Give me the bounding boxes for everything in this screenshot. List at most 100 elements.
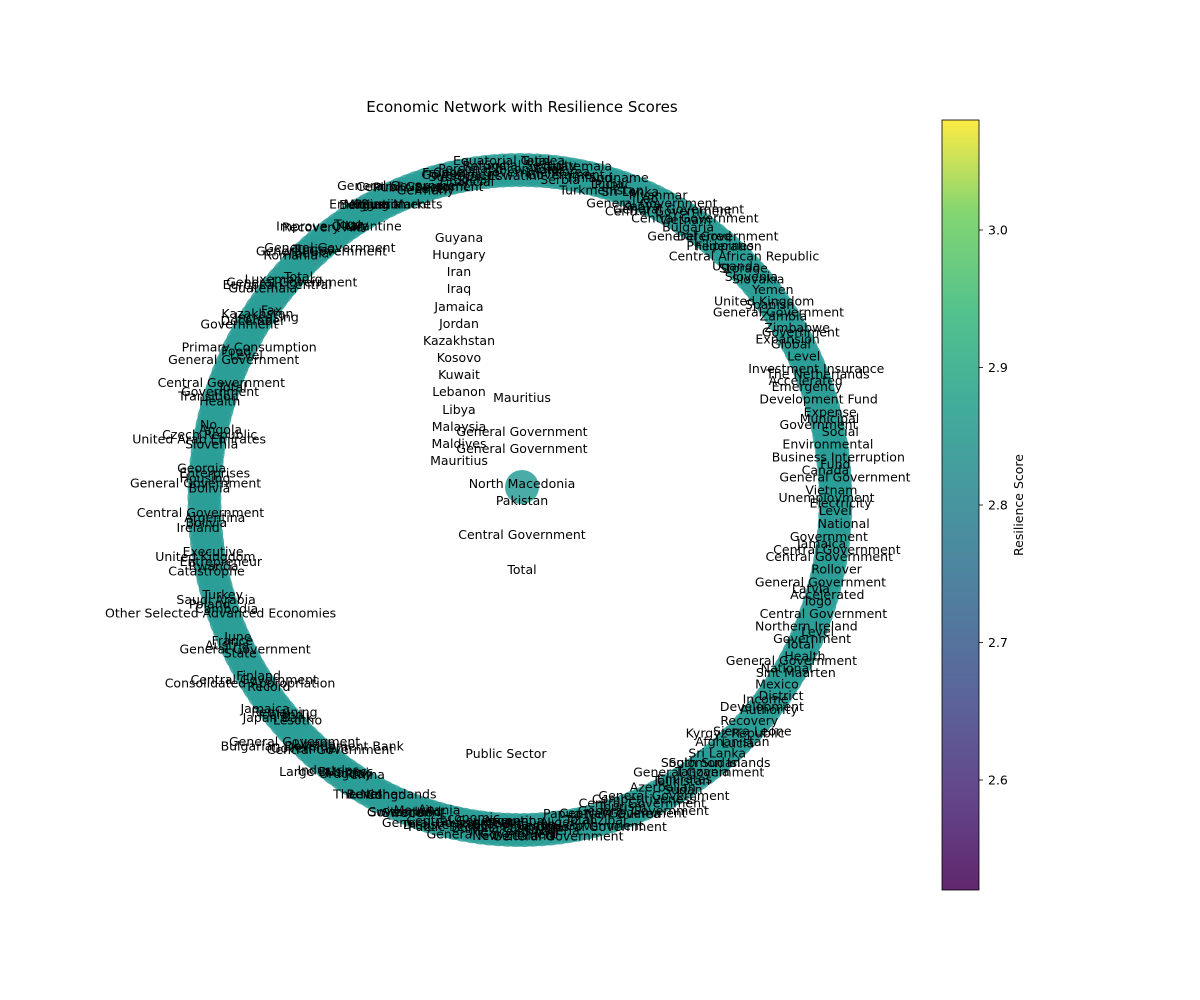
node-label: Government: [780, 417, 858, 432]
node-label: General Government: [713, 305, 844, 320]
node-label: Iran: [447, 264, 471, 279]
node-label: Tanzania: [674, 764, 729, 779]
node-label: Level: [349, 786, 382, 801]
node-label: Housing: [180, 471, 231, 486]
node-label: General Government: [256, 244, 387, 259]
node-label: Korea: [554, 164, 589, 179]
node-label: Central Government: [559, 806, 687, 821]
node-label: Government: [421, 167, 499, 182]
node-label: Total: [520, 153, 550, 168]
node-label: Fund: [820, 457, 850, 472]
node-label: Iceland: [258, 707, 303, 722]
node-label: General Government: [130, 476, 261, 491]
node-label: Scandinavian: [472, 817, 556, 832]
node-label: June: [223, 629, 252, 644]
node-label: Refund: [462, 158, 506, 173]
node-label: Federation: [695, 239, 762, 254]
node-label: Business Interruption: [772, 450, 905, 465]
node-label: Albania: [283, 246, 330, 261]
node-label: General Government: [492, 829, 623, 844]
node-label: Authority: [740, 702, 798, 717]
node-label: Switzerland: [368, 804, 441, 819]
node-label: Lucia: [721, 736, 754, 751]
node-label: Level: [801, 624, 834, 639]
node-label: Bolivia: [189, 481, 231, 496]
node-label: Level: [787, 349, 820, 364]
node-label: Papua New Guinea: [543, 806, 661, 821]
colorbar: 2.6 2.7 2.8 2.9 3.0 Resilience Score: [941, 119, 1026, 891]
node-label: Slovenia: [185, 437, 238, 452]
node-label: Central Government: [605, 203, 733, 218]
node-label: Total: [784, 636, 814, 651]
node-label: General Government: [598, 788, 729, 803]
node-label: Large Business: [279, 764, 373, 779]
node-label: Total: [532, 162, 562, 177]
node-label: Guyana: [435, 230, 483, 245]
node-label: Health: [199, 393, 240, 408]
node-label: General Government: [179, 641, 310, 656]
node-label: Government: [762, 325, 840, 340]
node-label: Jamaica: [796, 536, 846, 551]
node-label: Social: [454, 172, 491, 187]
node-label: Sri Lanka: [688, 746, 746, 761]
node-label: Recovery: [720, 713, 779, 728]
node-label: Recovery Aid: [282, 220, 364, 235]
node-label: Total: [506, 562, 536, 577]
node-label: Jamaica: [433, 299, 483, 314]
node-label: Burkina Faso: [452, 820, 532, 835]
node-label: Equatorial Guinea: [453, 153, 565, 168]
node-label: European Central: [223, 277, 332, 292]
node-label: Zanzibar: [573, 812, 629, 827]
node-label: Total: [564, 812, 594, 827]
node-label: South Sudan: [661, 755, 741, 770]
node-label: Kenya: [622, 199, 660, 214]
node-label: No: [200, 417, 217, 432]
node-label: Sint Maarten: [756, 665, 836, 680]
node-label: General Government: [226, 274, 357, 289]
node-label: Municipal: [800, 411, 860, 426]
node-label: Libya: [442, 402, 475, 417]
node-label: Financial: [439, 174, 494, 189]
node-label: December: [220, 313, 286, 328]
node-label: Central Government: [137, 505, 265, 520]
node-label: China: [349, 767, 385, 782]
node-label: Government: [181, 384, 259, 399]
node-label: Angola: [199, 422, 242, 437]
node-label: General Government: [229, 734, 360, 749]
node-label: Central Government: [765, 549, 893, 564]
node-label: Central Government: [158, 375, 286, 390]
node-label: Rwanda: [188, 559, 238, 574]
node-label: State: [224, 645, 257, 660]
node-label: General Government: [613, 202, 744, 217]
node-label: Maldives: [432, 436, 487, 451]
node-label: Uganda: [712, 259, 760, 274]
node-label: Other Selected Advanced Economies: [105, 606, 336, 621]
node-label: Improve Quarantine: [276, 218, 402, 233]
node-label: Austria: [205, 637, 249, 652]
node-label: Cambodia: [195, 601, 258, 616]
node-label: Vietnam: [805, 483, 857, 498]
node-label: Kosovo: [437, 350, 481, 365]
node-label: Public Sector: [373, 180, 455, 195]
node-label: Rollover: [811, 562, 862, 577]
node-label: National: [761, 660, 813, 675]
node-label: Lucia: [591, 176, 624, 191]
node-label: Central Government: [516, 818, 644, 833]
node-label: Public Sector: [465, 746, 547, 761]
node-label: General Government: [578, 803, 709, 818]
node-label: An: [418, 801, 434, 816]
node-label: Government: [790, 529, 868, 544]
network-node-center: [505, 470, 539, 504]
node-label: Sweden: [382, 805, 431, 820]
node-label: Philippines: [502, 819, 569, 834]
node-label: Sierra Leone: [713, 724, 792, 739]
node-label: Benin: [346, 787, 382, 802]
node-label: Executive: [183, 544, 244, 559]
node-label: General Government: [633, 765, 764, 780]
node-label: Accelerated: [769, 373, 843, 388]
node-label: Mauritius: [430, 453, 488, 468]
node-label: North Macedonia: [469, 476, 576, 491]
node-label: Japan Bank: [242, 710, 314, 725]
node-label: Unemployment: [778, 490, 874, 505]
